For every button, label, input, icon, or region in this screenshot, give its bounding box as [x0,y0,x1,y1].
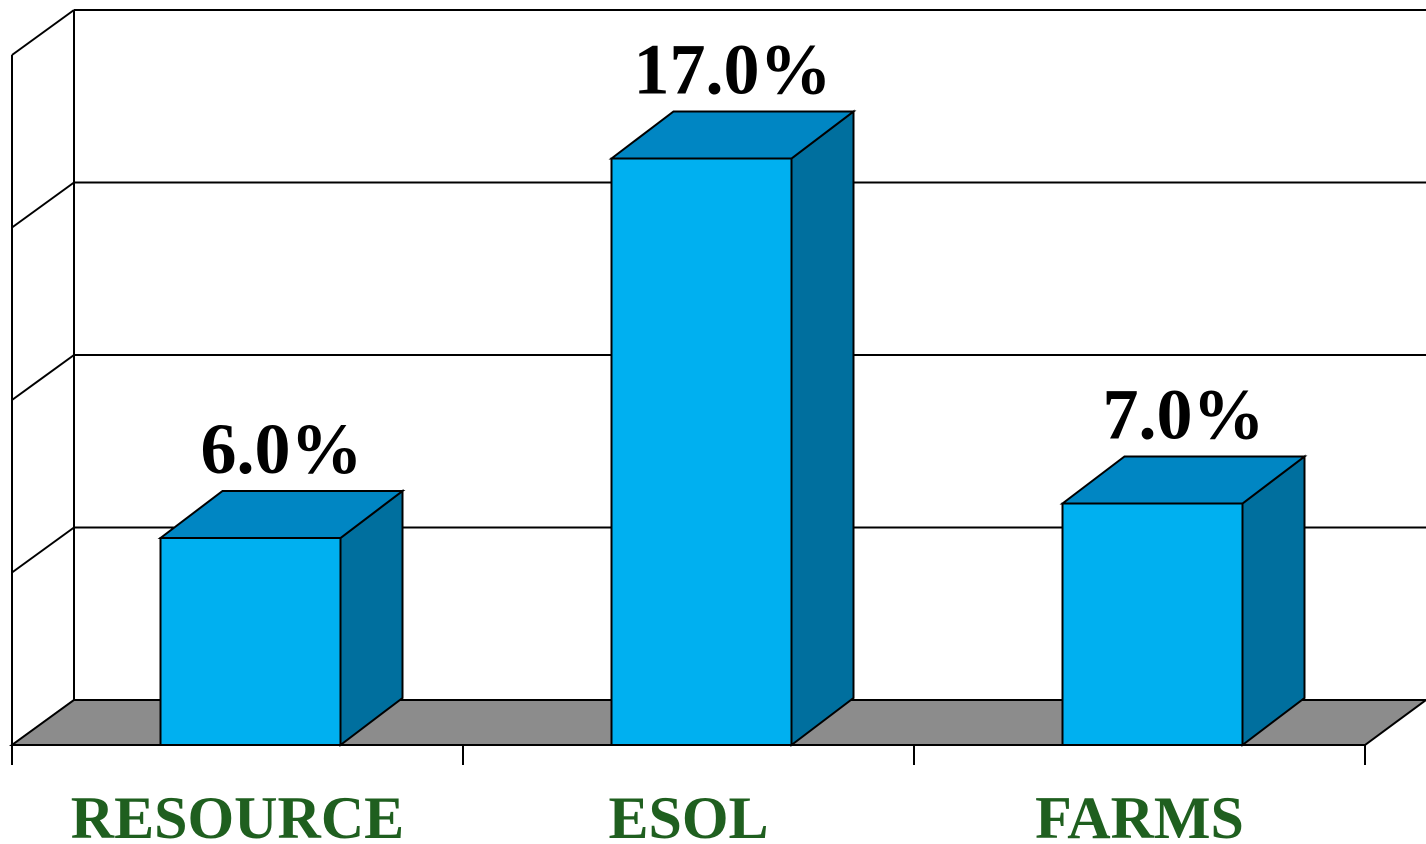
bar-side-face [790,109,855,748]
category-label: RESOURCE [71,785,404,844]
chart-category-labels: RESOURCE ESOL FARMS [71,785,1244,844]
category-label: ESOL [608,785,768,844]
side-wall-gridline [11,181,75,229]
data-label: 17.0% [634,30,832,110]
bar-side-face [1241,454,1306,748]
chart-bars [157,109,1308,748]
bar-esol [608,109,857,748]
category-label: FARMS [1035,785,1244,844]
data-label: 6.0% [201,409,363,489]
chart-data-labels: 6.0% 17.0% 7.0% [201,30,1265,490]
bar-front-face [1061,502,1244,746]
bar-front-face [610,157,793,746]
side-wall-gridline [11,9,75,56]
bar-front-face [159,537,342,746]
side-wall-gridline [11,526,75,574]
data-label: 7.0% [1103,375,1265,455]
side-wall-gridline [11,354,75,401]
bar-resource [157,488,406,748]
bar-farms [1059,454,1308,748]
